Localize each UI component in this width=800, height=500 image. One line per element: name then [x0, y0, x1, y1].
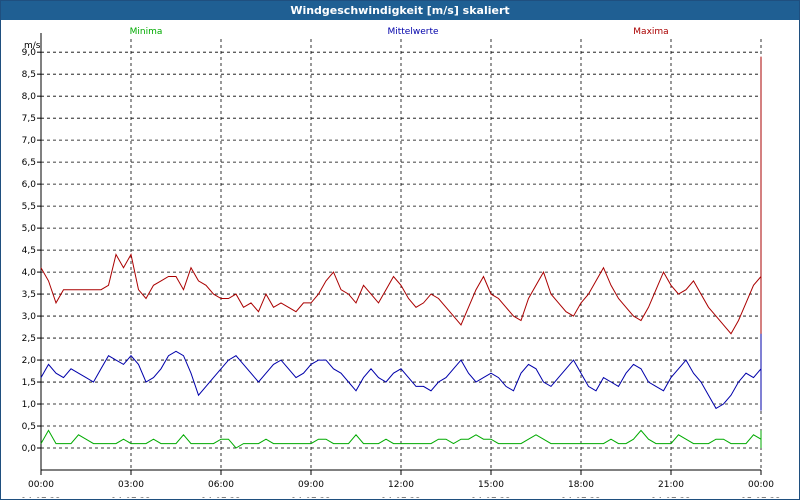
- y-tick-label: 7,5: [22, 114, 36, 124]
- x-tick-time-label: 00:00: [748, 480, 774, 490]
- y-tick-label: 4,0: [22, 268, 37, 278]
- y-tick-label: 3,0: [22, 312, 37, 322]
- x-tick-time-label: 03:00: [118, 480, 144, 490]
- chart-labels: 0,0 0,5 1,0 1,5 2,0 2,5 3,0 3,5 4,0 4,5 5,0 5,5 6,0 6…: [21, 41, 781, 498]
- x-tick-time-label: 15:00: [478, 480, 504, 490]
- x-tick-date-label: 14.07.22: [381, 497, 421, 498]
- series-minima-line: [40, 429, 762, 449]
- x-tick-time-label: 12:00: [388, 480, 414, 490]
- y-tick-label: 0,5: [22, 422, 36, 432]
- y-tick-label: 6,0: [22, 180, 37, 190]
- chart-legend: Minima Mittelwerte Maxima: [130, 27, 669, 37]
- y-tick-label: 6,5: [22, 158, 36, 168]
- x-tick-date-label: 14.07.22: [201, 497, 241, 498]
- x-tick-time-label: 06:00: [208, 480, 234, 490]
- y-tick-label: 8,5: [22, 70, 36, 80]
- legend-mittelwerte: Mittelwerte: [387, 27, 438, 37]
- x-tick-time-label: 09:00: [298, 480, 324, 490]
- x-tick-date-label: 14.07.22: [21, 497, 61, 498]
- y-tick-label: 0,0: [22, 444, 37, 454]
- y-tick-label: 7,0: [22, 136, 37, 146]
- x-tick-date-label: 14.07.22: [291, 497, 331, 498]
- y-tick-label: 5,5: [22, 202, 36, 212]
- x-tick-date-label: 15.07.22: [741, 497, 781, 498]
- legend-minima: Minima: [130, 27, 163, 37]
- y-axis-label: m/s: [24, 41, 41, 51]
- chart-series: [40, 56, 762, 449]
- y-tick-label: 8,0: [22, 92, 37, 102]
- wind-speed-chart: 0,0 0,5 1,0 1,5 2,0 2,5 3,0 3,5 4,0 4,5 5,0 5,5 6,0 6…: [21, 27, 781, 498]
- y-tick-label: 2,0: [22, 356, 37, 366]
- y-tick-label: 9,0: [22, 48, 37, 58]
- x-tick-date-label: 14.07.22: [561, 497, 601, 498]
- x-tick-time-label: 18:00: [568, 480, 594, 490]
- y-tick-label: 4,5: [22, 246, 36, 256]
- chart-grid: [41, 39, 762, 470]
- x-tick-date-label: 14.07.22: [651, 497, 691, 498]
- y-tick-label: 1,5: [22, 378, 36, 388]
- y-tick-label: 5,0: [22, 224, 37, 234]
- x-tick-time-label: 00:00: [28, 480, 54, 490]
- x-tick-date-label: 14.07.22: [471, 497, 511, 498]
- chart-axes: [37, 33, 762, 475]
- series-mittelwerte-line: [40, 289, 762, 411]
- x-tick-time-label: 21:00: [658, 480, 684, 490]
- y-tick-label: 3,5: [22, 290, 36, 300]
- series-maxima-line: [40, 56, 762, 335]
- y-tick-label: 1,0: [22, 400, 37, 410]
- legend-maxima: Maxima: [633, 27, 668, 37]
- y-tick-label: 2,5: [22, 334, 36, 344]
- window-title: Windgeschwindigkeit [m/s] skaliert: [1, 1, 799, 20]
- x-tick-date-label: 14.07.22: [111, 497, 151, 498]
